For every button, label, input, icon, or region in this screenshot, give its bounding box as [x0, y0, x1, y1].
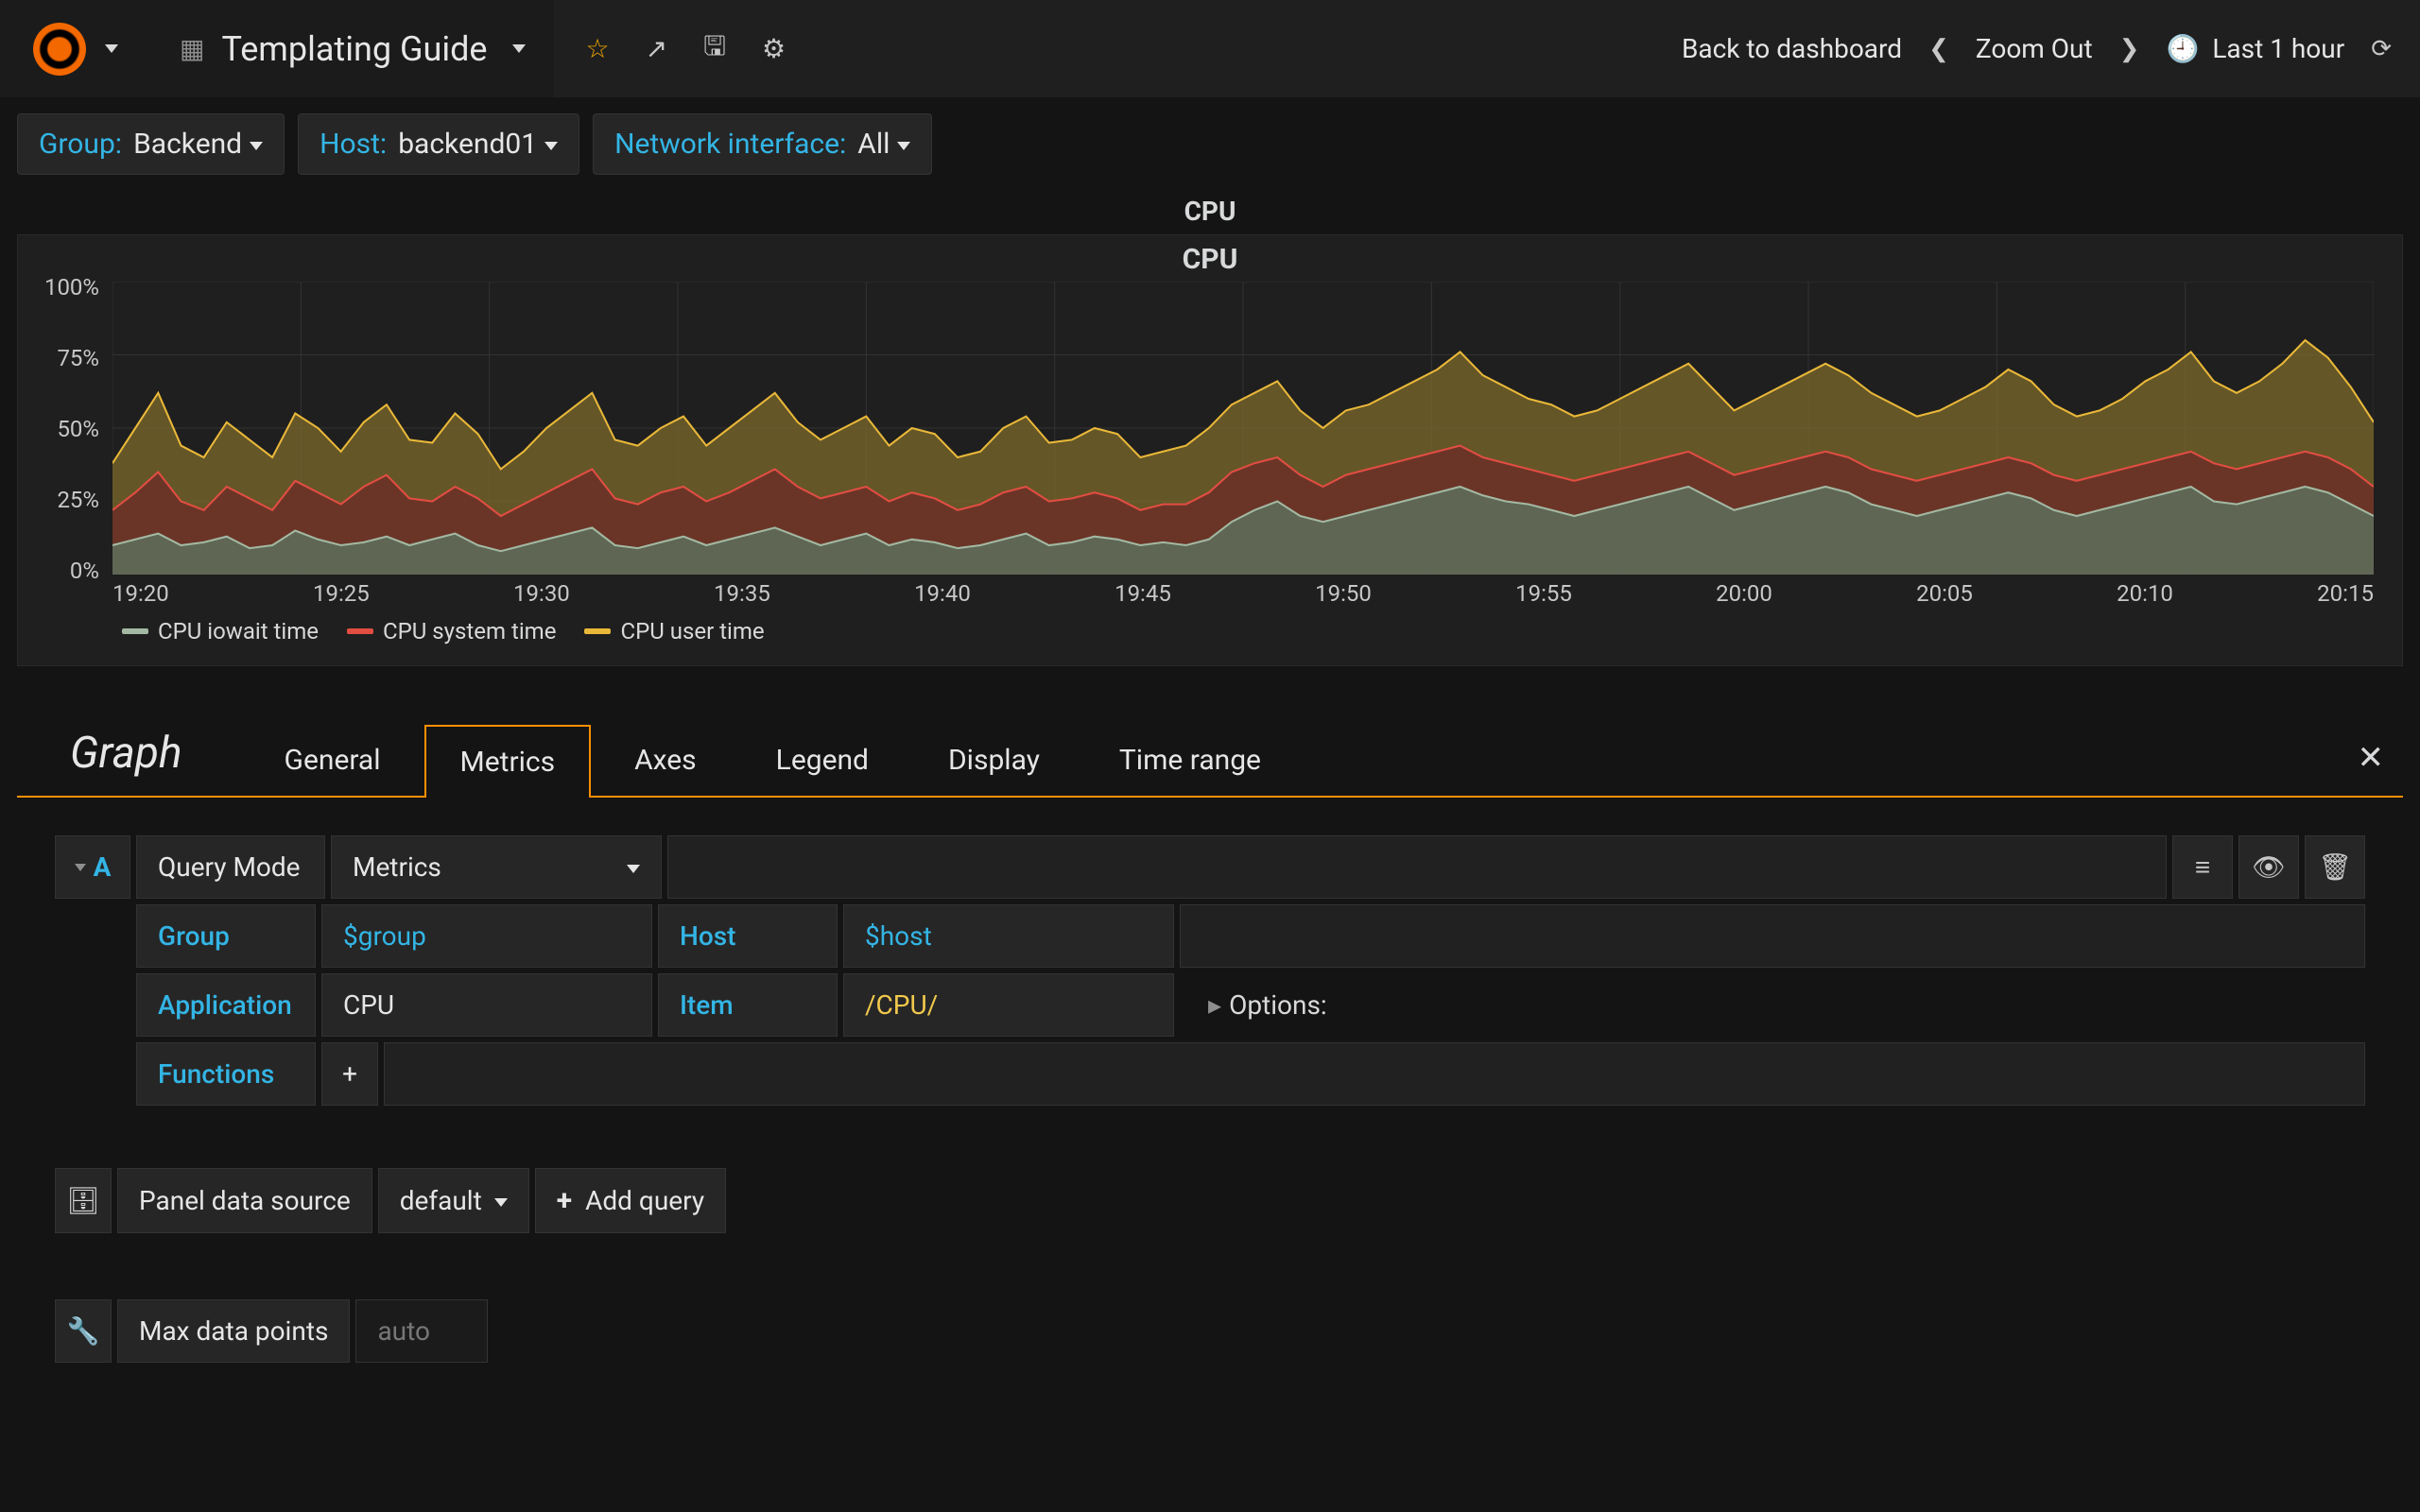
max-data-points-placeholder: auto [377, 1315, 430, 1347]
close-editor-icon[interactable]: ✕ [2358, 739, 2385, 777]
x-axis: 19:2019:2519:3019:3519:4019:4519:5019:55… [112, 575, 2374, 610]
time-next-icon[interactable]: ❯ [2119, 35, 2140, 63]
legend-label: CPU system time [383, 618, 556, 644]
query-visibility-icon[interactable]: 👁 [2238, 835, 2299, 899]
item-value[interactable]: /CPU/ [843, 973, 1174, 1037]
y-axis: 0%25%50%75%100% [18, 287, 109, 571]
variable-picker[interactable]: Host: backend01 [298, 113, 579, 175]
zoom-out-button[interactable]: Zoom Out [1976, 33, 2093, 64]
legend-item[interactable]: CPU system time [347, 618, 556, 644]
query-mode-value: Metrics [353, 851, 441, 883]
grafana-logo-icon [33, 23, 86, 76]
panel-ds-label: Panel data source [117, 1168, 372, 1233]
host-label: Host [658, 904, 838, 968]
logo-menu[interactable] [0, 0, 151, 97]
functions-label: Functions [136, 1042, 316, 1106]
panel-ds-dropdown[interactable]: default [378, 1168, 529, 1233]
max-data-points-input[interactable]: auto [355, 1299, 488, 1363]
variable-label: Network interface: [614, 128, 846, 161]
legend-item[interactable]: CPU iowait time [122, 618, 319, 644]
query-mode-dropdown[interactable]: Metrics [331, 835, 662, 899]
datasource-icon: 🗄 [55, 1168, 112, 1233]
legend-swatch [347, 628, 373, 634]
legend-swatch [122, 628, 148, 634]
variable-value: All [857, 128, 910, 161]
chevron-down-icon [487, 1185, 508, 1216]
tab-display[interactable]: Display [912, 723, 1076, 796]
clock-icon: 🕘 [2166, 33, 2199, 64]
chevron-down-icon [505, 42, 526, 57]
legend-label: CPU iowait time [158, 618, 319, 644]
host-value[interactable]: $host [843, 904, 1174, 968]
tab-axes[interactable]: Axes [598, 723, 733, 796]
chevron-down-icon [619, 851, 640, 883]
variable-value: backend01 [398, 128, 558, 161]
chart-svg [112, 282, 2374, 575]
chart-area[interactable]: 0%25%50%75%100% 19:2019:2519:3019:3519:4… [18, 282, 2402, 665]
panel-ds-value: default [400, 1185, 482, 1216]
variable-picker[interactable]: Network interface: All [593, 113, 932, 175]
variable-label: Host: [320, 128, 387, 161]
time-range-label: Last 1 hour [2212, 33, 2344, 64]
add-function-button[interactable]: + [321, 1042, 378, 1106]
panel-title: CPU [18, 235, 2402, 282]
query-delete-icon[interactable]: 🗑 [2305, 835, 2365, 899]
back-to-dashboard-link[interactable]: Back to dashboard [1682, 33, 1902, 64]
top-bar: ▦ Templating Guide ☆ ↗ 🖫 ⚙ Back to dashb… [0, 0, 2420, 98]
legend-label: CPU user time [620, 618, 764, 644]
tab-time-range[interactable]: Time range [1083, 723, 1297, 796]
dashboard-title-dropdown[interactable]: ▦ Templating Guide [151, 0, 554, 97]
dashboard-icon: ▦ [180, 33, 204, 64]
share-icon[interactable]: ↗ [646, 33, 667, 64]
application-label: Application [136, 973, 316, 1037]
options-toggle[interactable]: Options: [1180, 973, 1348, 1037]
tab-legend[interactable]: Legend [740, 723, 905, 796]
editor-tabs: Graph GeneralMetricsAxesLegendDisplayTim… [17, 723, 2403, 798]
row-title: CPU [0, 190, 2420, 229]
chevron-down-icon [97, 42, 118, 57]
variable-label: Group: [39, 128, 122, 161]
time-picker[interactable]: 🕘 Last 1 hour [2166, 33, 2344, 64]
row-spacer [384, 1042, 2365, 1106]
refresh-icon[interactable]: ⟳ [2371, 35, 2392, 63]
application-value[interactable]: CPU [321, 973, 652, 1037]
time-controls: Back to dashboard ❮ Zoom Out ❯ 🕘 Last 1 … [1653, 33, 2420, 64]
wrench-icon[interactable]: 🔧 [55, 1299, 112, 1363]
panel-editor: Graph GeneralMetricsAxesLegendDisplayTim… [17, 723, 2403, 1363]
query-editor: A Query Mode Metrics ≡ 👁 🗑 Group $group … [17, 798, 2403, 1106]
star-icon[interactable]: ☆ [586, 33, 610, 64]
max-data-points-label: Max data points [117, 1299, 350, 1363]
query-mode-label: Query Mode [136, 835, 325, 899]
graph-panel: CPU 0%25%50%75%100% 19:2019:2519:3019:35… [17, 234, 2403, 666]
tab-metrics[interactable]: Metrics [424, 725, 592, 798]
row-spacer [1180, 904, 2365, 968]
query-menu-icon[interactable]: ≡ [2172, 835, 2233, 899]
variable-picker[interactable]: Group: Backend [17, 113, 285, 175]
settings-icon[interactable]: ⚙ [762, 33, 786, 64]
row-spacer [1354, 973, 2365, 1037]
item-label: Item [658, 973, 838, 1037]
tab-general[interactable]: General [249, 723, 417, 796]
query-letter[interactable]: A [55, 835, 130, 899]
time-prev-icon[interactable]: ❮ [1928, 35, 1949, 63]
template-variables-row: Group: Backend Host: backend01 Network inter… [0, 98, 2420, 190]
dashboard-title: Templating Guide [221, 29, 487, 69]
legend-item[interactable]: CPU user time [584, 618, 764, 644]
save-icon[interactable]: 🖫 [703, 26, 726, 72]
toolbar-icons: ☆ ↗ 🖫 ⚙ [558, 26, 815, 72]
query-spacer [667, 835, 2167, 899]
legend: CPU iowait time CPU system time CPU user t… [112, 610, 2374, 656]
add-query-button[interactable]: Add query [535, 1168, 726, 1233]
editor-footer: 🗄 Panel data source default Add query 🔧 … [17, 1111, 2403, 1363]
group-label: Group [136, 904, 316, 968]
group-value[interactable]: $group [321, 904, 652, 968]
variable-value: Backend [133, 128, 263, 161]
editor-heading: Graph [70, 728, 182, 796]
legend-swatch [584, 628, 611, 634]
